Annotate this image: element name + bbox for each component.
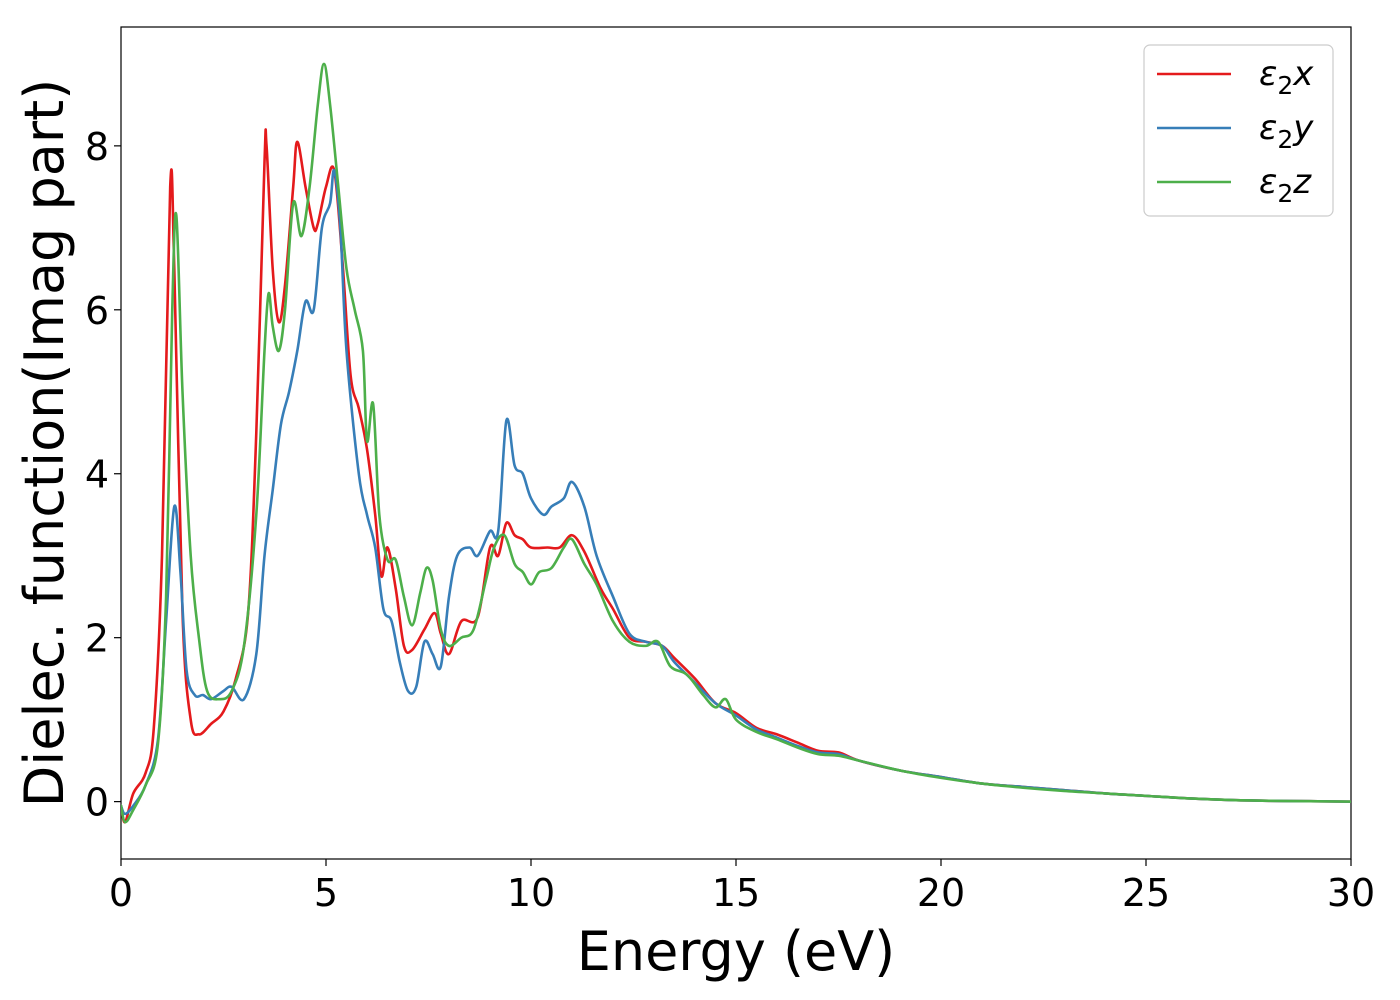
legend-subscript: 2 — [1277, 71, 1293, 100]
legend-epsilon: ε — [1259, 162, 1277, 202]
x-tick-label: 30 — [1327, 871, 1375, 915]
legend-component: x — [1292, 54, 1314, 94]
y-tick-label: 2 — [85, 617, 109, 661]
x-tick-label: 25 — [1122, 871, 1170, 915]
x-axis: 0 5 10 15 20 25 30 — [109, 859, 1375, 915]
x-tick-label: 15 — [712, 871, 760, 915]
x-tick-label: 0 — [109, 871, 133, 915]
legend-subscript: 2 — [1277, 125, 1293, 154]
legend-epsilon: ε — [1259, 54, 1277, 94]
legend-component: z — [1292, 162, 1312, 202]
y-axis: 0 2 4 6 8 — [85, 125, 121, 825]
legend-subscript: 2 — [1277, 179, 1293, 208]
legend-epsilon: ε — [1259, 108, 1277, 148]
legend-label-y: ε2y — [1259, 108, 1314, 154]
x-tick-label: 20 — [917, 871, 965, 915]
legend-label-z: ε2z — [1259, 162, 1312, 208]
legend-label-x: ε2x — [1259, 54, 1314, 100]
series-line-y — [121, 168, 1351, 816]
y-tick-label: 8 — [85, 125, 109, 169]
y-axis-title: Dielec. function(Imag part) — [13, 79, 76, 808]
series-line-z — [121, 62, 1351, 824]
series-line-x — [121, 128, 1351, 824]
y-tick-label: 6 — [85, 289, 109, 333]
legend-box — [1143, 44, 1334, 217]
series-layer — [121, 62, 1351, 824]
x-tick-label: 5 — [314, 871, 338, 915]
x-axis-title: Energy (eV) — [577, 920, 896, 983]
y-tick-label: 0 — [85, 781, 109, 825]
legend-component: y — [1292, 108, 1314, 148]
x-tick-label: 10 — [507, 871, 555, 915]
y-tick-label: 4 — [85, 453, 109, 497]
